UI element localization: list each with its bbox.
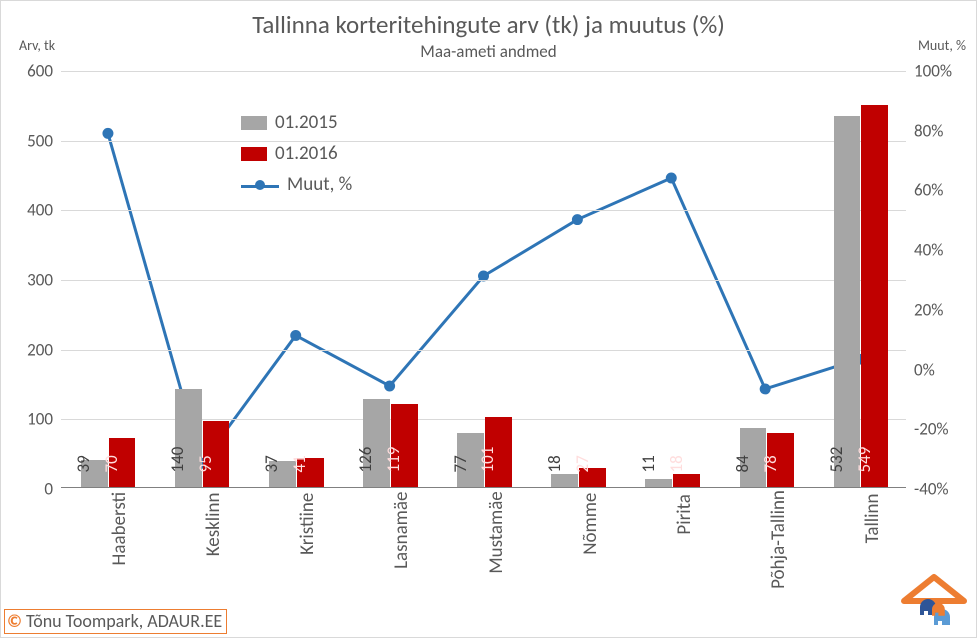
legend-swatch-2016 — [241, 147, 267, 161]
bar-label-2015: 126 — [355, 447, 376, 473]
grid-line — [61, 141, 906, 142]
line-marker — [102, 128, 113, 139]
bar-label-2015: 532 — [826, 447, 847, 473]
chart-container: Tallinna korteritehingute arv (tk) ja mu… — [0, 0, 977, 638]
line-marker — [384, 380, 395, 391]
legend-label-2016: 01.2016 — [275, 142, 338, 165]
bar-label-2015: 37 — [261, 455, 282, 472]
legend-item-2015: 01.2015 — [241, 111, 352, 134]
credit-text: Tõnu Toompark, ADAUR.EE — [26, 610, 222, 632]
grid-line — [61, 210, 906, 211]
bar-label-2016: 18 — [666, 455, 687, 472]
bar-2015: 11 — [645, 479, 672, 487]
bar-label-2015: 18 — [544, 455, 565, 472]
legend-label-muut: Muut, % — [287, 173, 352, 196]
y-tick-right: -20% — [914, 419, 969, 440]
y-tick-left: 200 — [13, 339, 53, 360]
chart-title: Tallinna korteritehingute arv (tk) ja mu… — [1, 9, 976, 40]
logo-icon — [894, 567, 974, 635]
category-label: Põhja-Tallinn — [767, 448, 790, 547]
bar-2015: 532 — [834, 116, 861, 487]
legend: 01.2015 01.2016 Muut, % — [241, 111, 352, 204]
bar-label-2015: 77 — [450, 455, 471, 472]
line-marker — [666, 172, 677, 183]
bar-label-2015: 140 — [167, 447, 188, 473]
grid-line — [61, 280, 906, 281]
y-tick-right: 60% — [914, 180, 969, 201]
y-tick-left: 400 — [13, 200, 53, 221]
y-tick-right: 20% — [914, 299, 969, 320]
legend-line-icon — [241, 178, 279, 192]
y-tick-left: 100 — [13, 409, 53, 430]
category-label: Pirita — [673, 477, 696, 517]
bar-2015: 126 — [363, 399, 390, 487]
bar-label-2016: 549 — [854, 447, 875, 473]
line-marker — [760, 383, 771, 394]
y-tick-left: 600 — [13, 61, 53, 82]
y-tick-right: -40% — [914, 479, 969, 500]
bar-label-2015: 39 — [73, 455, 94, 472]
bar-2015: 18 — [551, 474, 578, 487]
plot-area: 0100200300400500600-40%-20%0%20%40%60%80… — [61, 71, 906, 487]
line-marker — [572, 214, 583, 225]
category-label: Haabersti — [108, 460, 131, 534]
legend-item-2016: 01.2016 — [241, 142, 352, 165]
category-label: Kristiine — [296, 466, 319, 528]
bar-label-2015: 11 — [638, 455, 659, 472]
category-label: Mustamäe — [485, 456, 508, 538]
category-label: Nõmme — [579, 466, 602, 528]
copyright-icon: © — [7, 610, 22, 632]
y-tick-left: 0 — [13, 479, 53, 500]
legend-label-2015: 01.2015 — [275, 111, 338, 134]
line-marker — [290, 330, 301, 341]
category-label: Kesklinn — [202, 465, 225, 529]
y-tick-left: 300 — [13, 270, 53, 291]
y-tick-right: 100% — [914, 61, 969, 82]
grid-line — [61, 71, 906, 72]
grid-line — [61, 350, 906, 351]
bar-2016: 549 — [861, 105, 888, 487]
credit-box: © Tõnu Toompark, ADAUR.EE — [4, 609, 227, 634]
y-axis-right-title: Muut, % — [918, 37, 966, 54]
y-tick-left: 500 — [13, 130, 53, 151]
y-tick-right: 40% — [914, 240, 969, 261]
y-tick-right: 80% — [914, 120, 969, 141]
legend-item-muut: Muut, % — [241, 173, 352, 196]
category-label: Tallinn — [861, 472, 884, 522]
chart-subtitle: Maa-ameti andmed — [1, 41, 976, 62]
bar-label-2015: 84 — [732, 455, 753, 472]
category-label: Lasnamäe — [390, 458, 413, 535]
y-tick-right: 0% — [914, 359, 969, 380]
legend-swatch-2015 — [241, 116, 267, 130]
y-axis-left-title: Arv, tk — [19, 37, 55, 54]
